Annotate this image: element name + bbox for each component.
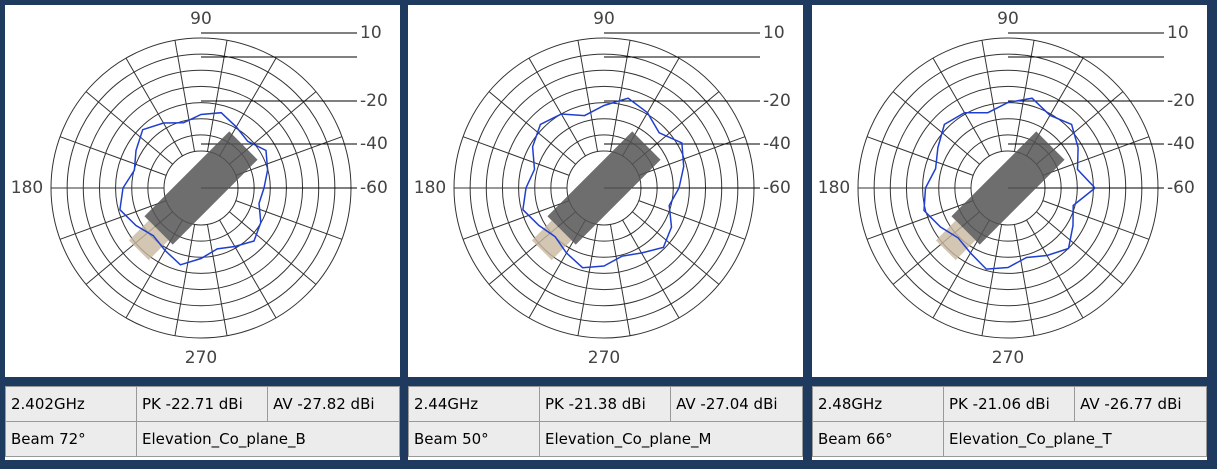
grid-spoke [866, 200, 974, 240]
radial-label: -60 [360, 178, 388, 198]
grid-spoke [932, 57, 990, 157]
separator [408, 377, 803, 386]
grid-spoke [206, 224, 228, 336]
grid-spoke [1013, 40, 1035, 152]
radiation-pattern [522, 97, 685, 269]
peak-gain: PK -22.71 dBi [135, 386, 269, 422]
polar-plot: 10 -20 -40 -60 90 180 270 [11, 9, 388, 368]
radial-label: -40 [360, 134, 388, 154]
separator [5, 377, 400, 386]
radial-label: -40 [1167, 134, 1195, 154]
average-gain: AV -27.04 dBi [670, 386, 803, 422]
grid-spoke [59, 136, 167, 176]
frequency: 2.48GHz [812, 386, 944, 422]
grid-spoke [577, 224, 599, 336]
frequency: 2.44GHz [408, 386, 540, 422]
beam: Beam 50° [408, 421, 540, 457]
grid-spoke [174, 40, 196, 152]
angle-label: 90 [997, 9, 1019, 29]
polar-panel: 10 -20 -40 -60 90 180 270 2.402GHz PK -22.71 dBi… [5, 5, 400, 460]
grid-spoke [235, 136, 343, 176]
angle-label: 270 [588, 348, 620, 368]
grid-spoke [462, 200, 570, 240]
polar-panel: 10 -20 -40 -60 90 180 270 2.44GHz PK -21.38 dBi A… [408, 5, 803, 460]
radial-label: -20 [763, 91, 791, 111]
angle-label: 180 [818, 178, 850, 198]
grid-spoke [892, 91, 980, 165]
grid-spoke [488, 91, 576, 165]
angle-label: 180 [11, 178, 43, 198]
grid-spoke [462, 136, 570, 176]
antenna-image [547, 131, 661, 245]
radial-label: 10 [1167, 23, 1189, 43]
info-row: 2.44GHz PK -21.38 dBi AV -27.04 dBi [408, 386, 803, 422]
radial-label: -60 [763, 178, 791, 198]
grid-spoke [528, 57, 586, 157]
grid-spoke [229, 211, 317, 285]
radial-label: 10 [763, 23, 785, 43]
plane: Elevation_Co_plane_B [136, 421, 400, 457]
angle-label: 90 [593, 9, 615, 29]
grid-spoke [638, 136, 746, 176]
grid-spoke [981, 40, 1003, 152]
polar-plot: 10 -20 -40 -60 90 180 270 [818, 9, 1195, 368]
angle-label: 270 [185, 348, 217, 368]
polar-plot: 10 -20 -40 -60 90 180 270 [414, 9, 791, 368]
antenna-image [951, 131, 1065, 245]
info-row: Beam 72° Elevation_Co_plane_B [5, 421, 400, 457]
grid-spoke [1013, 224, 1035, 336]
grid-spoke [609, 224, 631, 336]
peak-gain: PK -21.38 dBi [538, 386, 672, 422]
info-table: 2.402GHz PK -22.71 dBi AV -27.82 dBi Beam 7… [5, 386, 400, 457]
info-row: 2.402GHz PK -22.71 dBi AV -27.82 dBi [5, 386, 400, 422]
grid-spoke [206, 40, 228, 152]
grid-spoke [1036, 211, 1124, 285]
plane: Elevation_Co_plane_T [943, 421, 1207, 457]
antenna-image [128, 220, 169, 261]
angle-label: 90 [190, 9, 212, 29]
grid-spoke [577, 40, 599, 152]
grid-spoke [981, 224, 1003, 336]
radial-label: -20 [360, 91, 388, 111]
antenna-image [144, 131, 258, 245]
beam: Beam 66° [812, 421, 944, 457]
radial-label: -40 [763, 134, 791, 154]
beam: Beam 72° [5, 421, 137, 457]
separator [812, 377, 1207, 386]
radial-label: -20 [1167, 91, 1195, 111]
grid-spoke [609, 40, 631, 152]
grid-spoke [85, 91, 173, 165]
frequency: 2.402GHz [5, 386, 137, 422]
info-row: Beam 66° Elevation_Co_plane_T [812, 421, 1207, 457]
radiation-pattern [119, 111, 269, 266]
grid-spoke [59, 200, 167, 240]
average-gain: AV -26.77 dBi [1074, 386, 1207, 422]
grid-spoke [174, 224, 196, 336]
grid-spoke [1042, 136, 1150, 176]
grid-spoke [866, 136, 974, 176]
polar-panel: 10 -20 -40 -60 90 180 270 2.48GHz PK -21.06 dBi A… [812, 5, 1207, 460]
angle-label: 180 [414, 178, 446, 198]
angle-label: 270 [992, 348, 1024, 368]
average-gain: AV -27.82 dBi [267, 386, 400, 422]
radiation-pattern [923, 97, 1097, 270]
grid-spoke [1026, 219, 1084, 319]
grid-spoke [1042, 200, 1150, 240]
radial-label: 10 [360, 23, 382, 43]
grid-spoke [219, 219, 277, 319]
grid-spoke [125, 57, 183, 157]
info-table: 2.44GHz PK -21.38 dBi AV -27.04 dBi Beam 50… [408, 386, 803, 457]
peak-gain: PK -21.06 dBi [942, 386, 1076, 422]
grid-spoke [235, 200, 343, 240]
grid-spoke [632, 211, 720, 285]
grid-spoke [638, 200, 746, 240]
info-row: 2.48GHz PK -21.06 dBi AV -26.77 dBi [812, 386, 1207, 422]
radial-label: -60 [1167, 178, 1195, 198]
info-table: 2.48GHz PK -21.06 dBi AV -26.77 dBi Beam 66… [812, 386, 1207, 457]
info-row: Beam 50° Elevation_Co_plane_M [408, 421, 803, 457]
plane: Elevation_Co_plane_M [539, 421, 803, 457]
grid-spoke [622, 219, 680, 319]
